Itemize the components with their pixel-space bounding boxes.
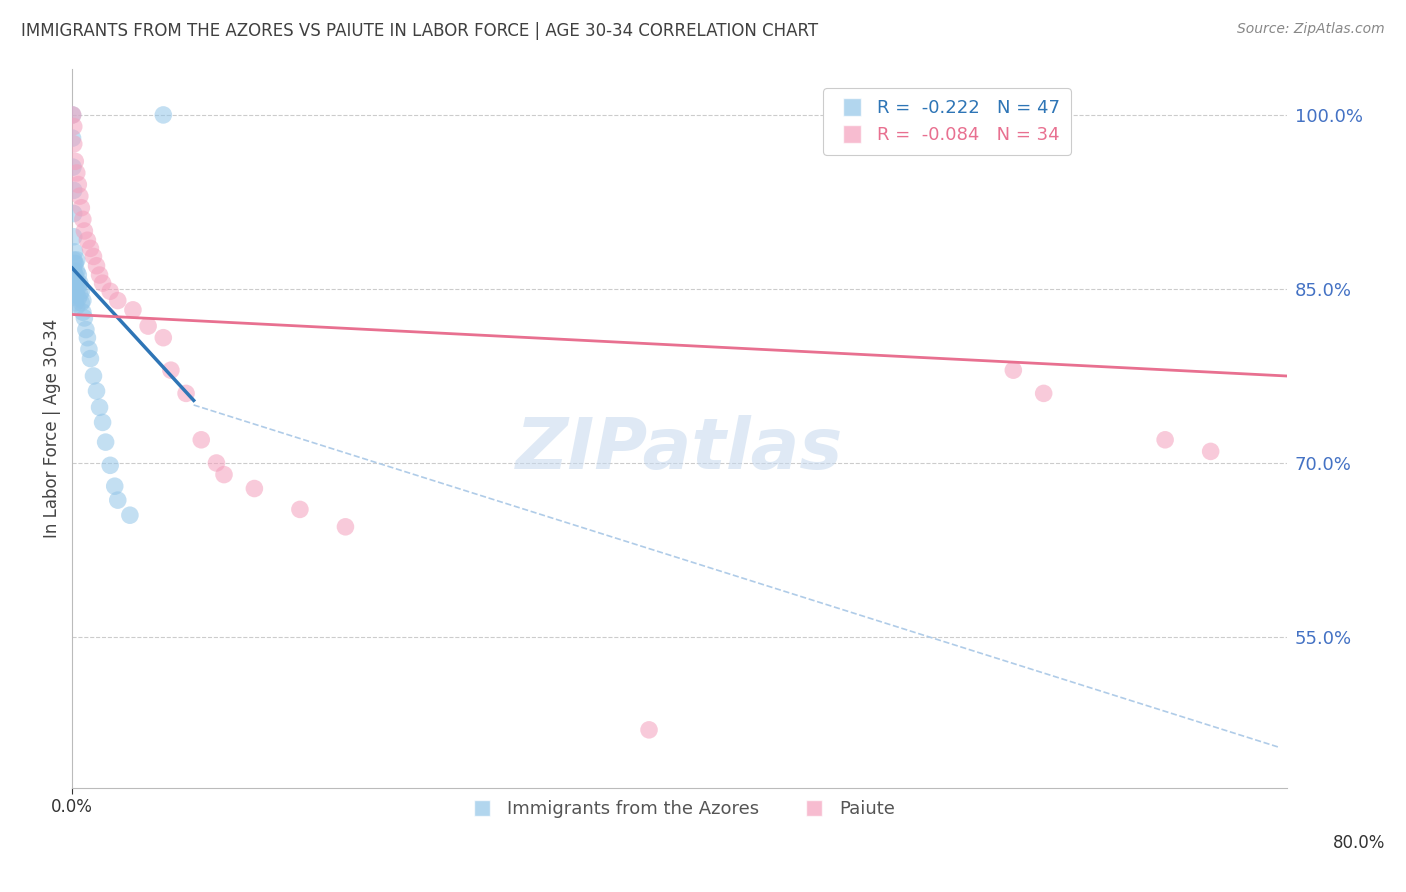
Point <box>122 302 145 317</box>
Point <box>65 268 87 282</box>
Point <box>1199 444 1222 458</box>
Point <box>98 458 121 473</box>
Point <box>335 520 357 534</box>
Point <box>62 120 84 134</box>
Point <box>86 259 108 273</box>
Point <box>152 331 174 345</box>
Point <box>1032 386 1054 401</box>
Point <box>152 108 174 122</box>
Point <box>76 331 98 345</box>
Point <box>212 467 235 482</box>
Point <box>69 276 91 290</box>
Text: Source: ZipAtlas.com: Source: ZipAtlas.com <box>1237 22 1385 37</box>
Point <box>107 293 129 308</box>
Point <box>89 268 111 282</box>
Point <box>118 508 141 523</box>
Point <box>65 296 87 310</box>
Point <box>66 166 89 180</box>
Point <box>72 305 94 319</box>
Point <box>67 291 90 305</box>
Point <box>638 723 661 737</box>
Point <box>62 136 84 151</box>
Point <box>82 250 104 264</box>
Point <box>70 285 93 299</box>
Point <box>63 268 86 282</box>
Point <box>63 279 86 293</box>
Text: 80.0%: 80.0% <box>1333 834 1385 852</box>
Text: IMMIGRANTS FROM THE AZORES VS PAIUTE IN LABOR FORCE | AGE 30-34 CORRELATION CHAR: IMMIGRANTS FROM THE AZORES VS PAIUTE IN … <box>21 22 818 40</box>
Point <box>62 229 84 244</box>
Point <box>70 201 93 215</box>
Point <box>67 268 90 282</box>
Point <box>98 285 121 299</box>
Point <box>73 224 96 238</box>
Point <box>66 276 89 290</box>
Point <box>62 108 84 122</box>
Point <box>62 131 84 145</box>
Point <box>62 183 84 197</box>
Point <box>89 401 111 415</box>
Y-axis label: In Labor Force | Age 30-34: In Labor Force | Age 30-34 <box>44 318 60 538</box>
Point <box>174 386 197 401</box>
Point <box>79 351 101 366</box>
Point <box>62 206 84 220</box>
Point <box>75 322 97 336</box>
Point <box>63 256 86 270</box>
Text: ZIPatlas: ZIPatlas <box>516 416 844 484</box>
Point <box>104 479 127 493</box>
Point <box>69 189 91 203</box>
Legend: Immigrants from the Azores, Paiute: Immigrants from the Azores, Paiute <box>457 793 903 826</box>
Point <box>65 154 87 169</box>
Point <box>62 252 84 267</box>
Point <box>65 287 87 301</box>
Point <box>63 244 86 259</box>
Point <box>65 256 87 270</box>
Point <box>91 276 114 290</box>
Point <box>1154 433 1177 447</box>
Point <box>62 264 84 278</box>
Point <box>66 287 89 301</box>
Point <box>91 416 114 430</box>
Point <box>72 293 94 308</box>
Point <box>72 212 94 227</box>
Point <box>77 343 100 357</box>
Point <box>94 435 117 450</box>
Point <box>69 287 91 301</box>
Point <box>82 369 104 384</box>
Point <box>205 456 228 470</box>
Point <box>288 502 311 516</box>
Point <box>66 299 89 313</box>
Point <box>73 310 96 325</box>
Point <box>66 264 89 278</box>
Point <box>65 279 87 293</box>
Point <box>62 276 84 290</box>
Point <box>62 160 84 174</box>
Point <box>1002 363 1025 377</box>
Point <box>86 384 108 398</box>
Point <box>67 178 90 192</box>
Point <box>160 363 183 377</box>
Point <box>67 279 90 293</box>
Point <box>190 433 212 447</box>
Point <box>76 233 98 247</box>
Point <box>62 108 84 122</box>
Point <box>243 482 266 496</box>
Point <box>70 296 93 310</box>
Point <box>107 493 129 508</box>
Point <box>66 252 89 267</box>
Point <box>136 319 159 334</box>
Point <box>79 241 101 255</box>
